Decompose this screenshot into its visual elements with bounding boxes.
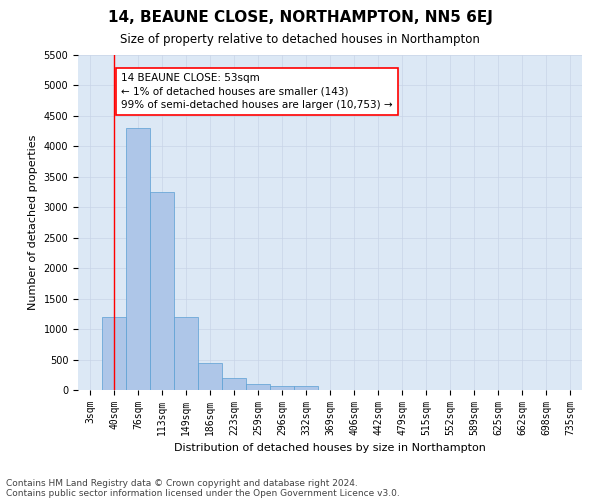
Text: Size of property relative to detached houses in Northampton: Size of property relative to detached ho… [120, 32, 480, 46]
Text: Contains HM Land Registry data © Crown copyright and database right 2024.: Contains HM Land Registry data © Crown c… [6, 478, 358, 488]
Bar [294, 386, 318, 390]
Bar [222, 378, 246, 390]
Text: 14 BEAUNE CLOSE: 53sqm
← 1% of detached houses are smaller (143)
99% of semi-det: 14 BEAUNE CLOSE: 53sqm ← 1% of detached … [121, 74, 393, 110]
Text: 14, BEAUNE CLOSE, NORTHAMPTON, NN5 6EJ: 14, BEAUNE CLOSE, NORTHAMPTON, NN5 6EJ [107, 10, 493, 25]
Y-axis label: Number of detached properties: Number of detached properties [28, 135, 38, 310]
Bar [102, 317, 126, 390]
Bar [198, 362, 222, 390]
Bar [150, 192, 174, 390]
Bar [126, 128, 150, 390]
Bar [270, 386, 294, 390]
X-axis label: Distribution of detached houses by size in Northampton: Distribution of detached houses by size … [174, 444, 486, 454]
Bar [174, 317, 198, 390]
Text: Contains public sector information licensed under the Open Government Licence v3: Contains public sector information licen… [6, 488, 400, 498]
Bar [246, 384, 270, 390]
